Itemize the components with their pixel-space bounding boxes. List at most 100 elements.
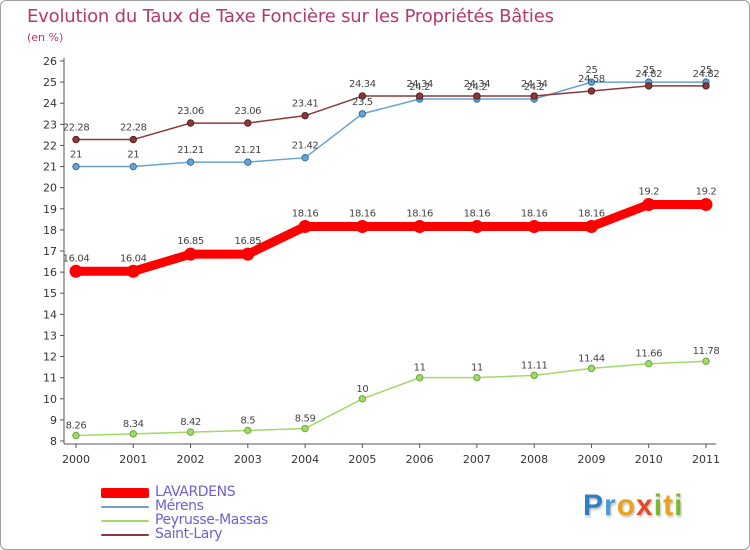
logo-letter: i [653, 489, 664, 522]
data-point [470, 220, 484, 234]
data-label: 24.58 [578, 74, 605, 85]
data-point [244, 119, 252, 127]
data-point [244, 158, 252, 166]
y-tick-label: 25 [43, 76, 57, 89]
y-tick-label: 18 [43, 224, 57, 237]
data-point [129, 162, 137, 171]
data-label: 8.59 [295, 414, 316, 425]
series-lines [71, 81, 711, 437]
data-point [642, 198, 656, 212]
axes: 8 9 10 11 12 13 14 15 16 17 18 19 20 21 22 23 24 25 26 2000… [43, 55, 720, 466]
data-point [129, 135, 137, 144]
legend-swatch [101, 534, 149, 536]
data-label: 18.16 [521, 209, 548, 220]
data-label: 23.41 [292, 99, 319, 110]
logo-letter: P [583, 489, 605, 522]
data-label: 11 [414, 363, 426, 374]
logo-letter: i [674, 489, 684, 522]
data-label: 11 [471, 363, 483, 374]
data-label: 19.2 [696, 187, 717, 198]
x-tick-label: 2001 [119, 453, 147, 466]
data-label: 18.16 [349, 209, 376, 220]
data-label: 21.21 [177, 145, 204, 156]
data-label: 25 [585, 65, 597, 76]
data-point [645, 360, 653, 368]
data-point [587, 364, 596, 373]
legend-label: Saint-Lary [155, 526, 223, 542]
data-labels: 16.04 16.04 16.85 16.85 18.16 18.16 18.16 18.16… [63, 65, 720, 431]
x-tick-label: 2002 [177, 453, 205, 466]
x-tick-label: 2007 [463, 453, 491, 466]
data-label: 23.06 [177, 106, 204, 117]
data-label: 10 [356, 384, 368, 395]
data-point [129, 430, 137, 438]
data-label: 11.11 [521, 360, 548, 371]
data-point [530, 92, 538, 100]
legend-label: Mérens [155, 498, 204, 514]
legend-label: Peyrusse-Massas [155, 512, 268, 528]
data-point [186, 119, 195, 127]
data-label: 21.42 [292, 141, 319, 152]
data-point [530, 371, 538, 380]
data-label: 11.78 [693, 346, 720, 357]
data-point [358, 395, 367, 403]
data-label: 11.66 [635, 349, 662, 360]
data-label: 23.5 [352, 97, 373, 108]
chart-title: Evolution du Taux de Taxe Foncière sur l… [27, 6, 554, 27]
data-point [244, 426, 252, 435]
data-label: 18.16 [578, 209, 605, 220]
data-label: 24.82 [635, 69, 662, 80]
data-label: 21.21 [234, 145, 261, 156]
data-point [72, 162, 80, 171]
data-label: 24.34 [349, 79, 376, 90]
data-point [72, 431, 80, 440]
y-tick-label: 17 [43, 245, 57, 258]
legend-swatch [101, 488, 149, 498]
data-point [473, 92, 481, 100]
data-label: 25 [700, 65, 712, 76]
y-tick-label: 21 [43, 161, 57, 174]
x-tick-label: 2003 [234, 453, 262, 466]
data-label: 16.04 [63, 253, 90, 264]
data-label: 24.34 [406, 79, 433, 90]
legend-label: LAVARDENS [155, 484, 236, 500]
data-label: 18.16 [406, 209, 433, 220]
y-tick-label: 10 [43, 393, 57, 406]
data-label: 24.2 [409, 82, 430, 93]
data-point [415, 92, 424, 100]
y-tick-label: 23 [43, 118, 57, 131]
data-point [415, 373, 424, 382]
legend-swatch [101, 520, 149, 522]
data-point [69, 264, 83, 278]
data-label: 23.06 [234, 106, 261, 117]
data-point [358, 92, 367, 100]
series-points [69, 78, 713, 440]
data-point [301, 153, 309, 162]
data-point [473, 373, 481, 382]
y-tick-label: 9 [50, 414, 57, 427]
data-label: 24.82 [693, 69, 720, 80]
data-label: 24.34 [521, 79, 548, 90]
y-tick-label: 13 [43, 329, 57, 342]
data-point [298, 220, 312, 234]
data-label: 24.34 [464, 79, 491, 90]
logo-letter: o [616, 489, 637, 522]
x-tick-label: 2008 [520, 453, 548, 466]
data-label: 11.44 [578, 353, 605, 364]
data-label: 18.16 [292, 209, 319, 220]
legend-swatch [101, 506, 149, 508]
y-tick-label: 12 [43, 351, 57, 364]
data-label: 21 [70, 150, 82, 161]
data-label: 8.34 [123, 419, 144, 430]
data-point [358, 110, 367, 118]
y-tick-label: 11 [43, 372, 57, 385]
data-point [126, 264, 140, 278]
data-point [645, 82, 653, 90]
logo-letter: r [604, 489, 617, 522]
data-point [584, 220, 598, 234]
y-tick-label: 26 [43, 55, 57, 68]
x-tick-label: 2011 [692, 453, 720, 466]
logo-letter: x [636, 489, 654, 522]
data-label: 8.5 [240, 415, 255, 426]
